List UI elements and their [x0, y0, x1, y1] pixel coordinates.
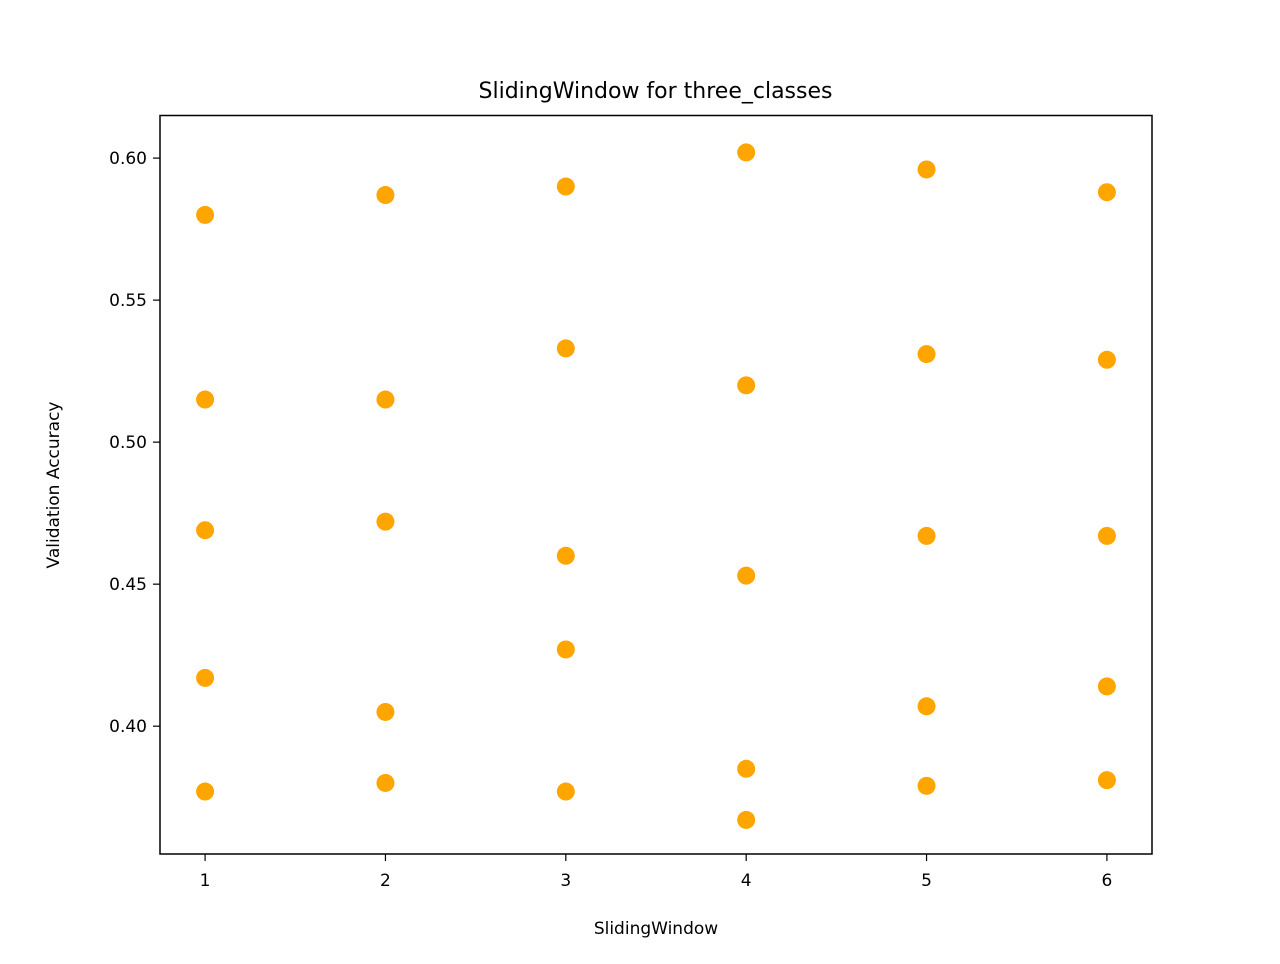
- data-point: [1097, 350, 1116, 369]
- chart-title: SlidingWindow for three_classes: [479, 79, 833, 104]
- x-axis-label: SlidingWindow: [594, 919, 718, 939]
- data-point: [737, 376, 756, 395]
- data-point: [917, 697, 936, 716]
- data-point: [556, 546, 575, 565]
- x-tick-label: 1: [200, 871, 211, 891]
- data-point: [376, 512, 395, 531]
- data-point: [737, 810, 756, 829]
- data-point: [737, 566, 756, 585]
- x-tick-label: 5: [921, 871, 932, 891]
- data-point: [1097, 526, 1116, 545]
- data-point: [1097, 677, 1116, 696]
- x-tick-label: 6: [1101, 871, 1112, 891]
- data-point: [556, 640, 575, 659]
- data-point: [917, 776, 936, 795]
- data-point: [1097, 183, 1116, 202]
- x-tick-label: 2: [380, 871, 391, 891]
- data-point: [196, 668, 215, 687]
- data-point: [196, 390, 215, 409]
- data-point: [737, 143, 756, 162]
- x-tick-label: 3: [560, 871, 571, 891]
- data-point: [917, 526, 936, 545]
- y-tick-label: 0.55: [109, 291, 147, 311]
- y-tick-label: 0.40: [109, 717, 147, 737]
- data-point: [556, 339, 575, 358]
- y-axis-label: Validation Accuracy: [44, 402, 64, 569]
- data-point: [376, 390, 395, 409]
- y-axis-ticks: 0.40 0.45 0.50 0.55 0.60: [109, 149, 160, 737]
- data-point: [1097, 771, 1116, 790]
- x-tick-label: 4: [741, 871, 752, 891]
- y-tick-label: 0.45: [109, 575, 147, 595]
- data-point: [376, 773, 395, 792]
- data-point: [376, 186, 395, 205]
- plot-area-frame: [159, 114, 1153, 855]
- data-points: [196, 143, 1116, 829]
- data-point: [556, 177, 575, 196]
- y-tick-label: 0.50: [109, 433, 147, 453]
- x-axis-ticks: 1 2 3 4 5 6: [200, 854, 1112, 891]
- data-point: [196, 782, 215, 801]
- data-point: [196, 521, 215, 540]
- y-tick-label: 0.60: [109, 149, 147, 169]
- data-point: [917, 160, 936, 179]
- data-point: [917, 345, 936, 364]
- data-point: [376, 702, 395, 721]
- data-point: [556, 782, 575, 801]
- data-point: [196, 205, 215, 224]
- data-point: [737, 759, 756, 778]
